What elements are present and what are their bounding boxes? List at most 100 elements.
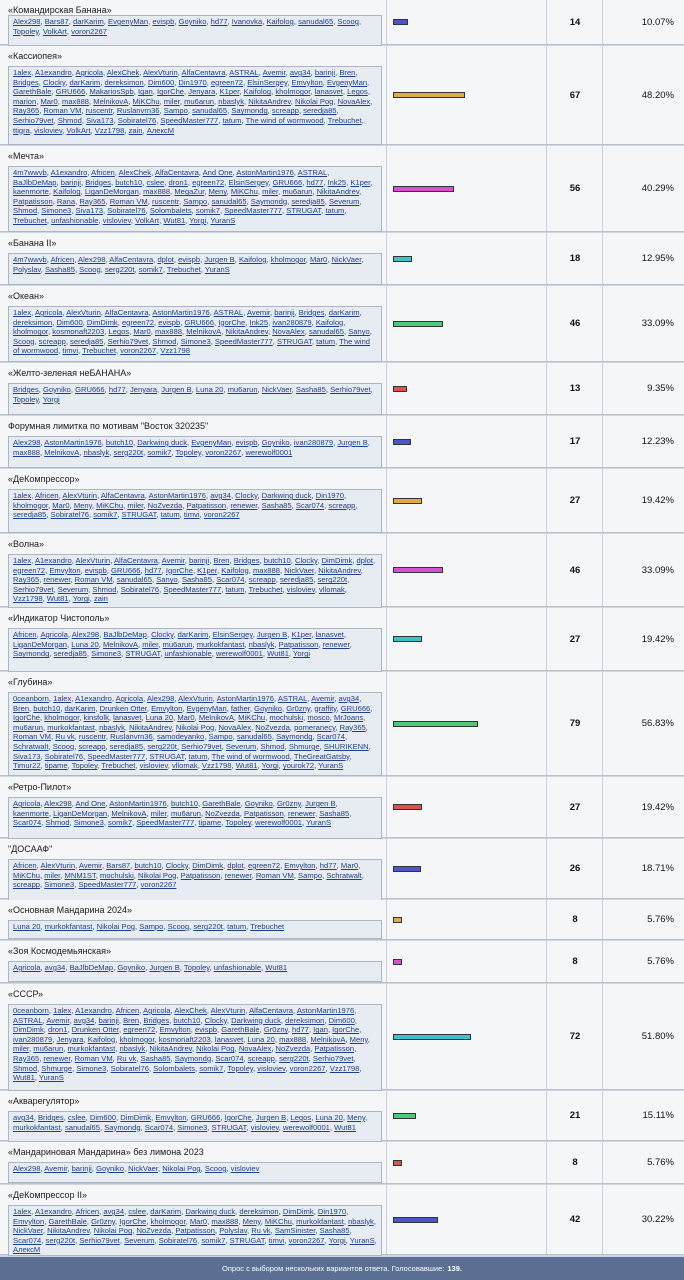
voter-link[interactable]: NikitaAndrev bbox=[318, 565, 361, 575]
voter-link[interactable]: unfashionable bbox=[213, 963, 262, 972]
voter-link[interactable]: Roman VM bbox=[74, 1053, 113, 1063]
voter-link[interactable]: ttigra bbox=[13, 125, 30, 135]
voter-link[interactable]: NikitaAndrev bbox=[225, 327, 268, 337]
voter-link[interactable]: Mar0 bbox=[340, 861, 359, 870]
voter-link[interactable]: Shmurge bbox=[41, 1063, 73, 1073]
voter-link[interactable]: Scar074 bbox=[13, 1235, 42, 1245]
voter-link[interactable]: Legos bbox=[347, 87, 368, 97]
voter-link[interactable]: АлексМ bbox=[13, 1245, 41, 1255]
voter-link[interactable]: SpeedMaster777 bbox=[78, 880, 137, 890]
voter-link[interactable]: AlfaCentavra bbox=[154, 168, 199, 177]
voter-link[interactable]: father bbox=[230, 703, 250, 713]
voter-link[interactable]: Schratwalt bbox=[13, 741, 49, 751]
voter-link[interactable]: cslee bbox=[67, 1113, 86, 1122]
voter-link[interactable]: egreen72 bbox=[123, 1025, 156, 1035]
voter-link[interactable]: VolkArt bbox=[42, 26, 67, 36]
voter-link[interactable]: Jenyara bbox=[188, 87, 216, 97]
voter-link[interactable]: IgorChe bbox=[332, 1025, 360, 1035]
voter-link[interactable]: Avemir bbox=[46, 1015, 70, 1025]
voter-link[interactable]: kholmogor bbox=[275, 87, 311, 97]
voter-link[interactable]: tatum bbox=[160, 510, 180, 520]
voter-link[interactable]: Serhio79vet bbox=[13, 584, 54, 594]
voter-link[interactable]: nbaslyk bbox=[119, 1044, 146, 1054]
voter-link[interactable]: And One bbox=[202, 168, 233, 177]
voter-link[interactable]: lanasvet bbox=[113, 713, 142, 723]
voter-link[interactable]: Serhio79vet bbox=[13, 115, 54, 125]
voter-link[interactable]: avg34 bbox=[13, 1113, 34, 1122]
voter-link[interactable]: visloviev bbox=[286, 584, 315, 594]
voter-link[interactable]: AlexChek bbox=[118, 168, 152, 177]
voter-link[interactable]: mochulski bbox=[100, 870, 134, 880]
voter-link[interactable]: Luna 20 bbox=[13, 922, 41, 931]
voter-link[interactable]: ElsinSergey bbox=[247, 77, 288, 87]
voter-link[interactable]: Saymondg bbox=[231, 106, 268, 116]
voter-link[interactable]: MiKChu bbox=[230, 187, 258, 197]
voter-link[interactable]: Vzz1798 bbox=[94, 125, 125, 135]
voter-link[interactable]: GRU666 bbox=[190, 1113, 221, 1122]
voter-link[interactable]: darKarim bbox=[72, 17, 104, 26]
voter-link[interactable]: Africen bbox=[34, 491, 59, 500]
voter-link[interactable]: Alex298 bbox=[13, 438, 41, 447]
voter-link[interactable]: NikitaAndrev bbox=[47, 1226, 90, 1236]
voter-link[interactable]: Dim600 bbox=[56, 317, 83, 327]
voter-link[interactable]: VolkArt bbox=[135, 215, 160, 225]
voter-link[interactable]: GRU666 bbox=[184, 317, 214, 327]
voter-link[interactable]: SpeedMaster777 bbox=[224, 206, 283, 216]
voter-link[interactable]: AlexVturin bbox=[40, 861, 76, 870]
voter-link[interactable]: voron2267 bbox=[120, 346, 157, 356]
voter-link[interactable]: egreen72 bbox=[210, 77, 244, 87]
voter-link[interactable]: butch10 bbox=[33, 703, 61, 713]
voter-link[interactable]: Emvylton bbox=[284, 861, 316, 870]
voter-link[interactable]: Patpatisson bbox=[175, 1226, 215, 1236]
voter-link[interactable]: darKarim bbox=[150, 1207, 182, 1216]
voter-link[interactable]: Ray365 bbox=[13, 106, 40, 116]
voter-link[interactable]: A1exandro bbox=[75, 694, 112, 703]
voter-link[interactable]: barinji bbox=[188, 556, 210, 565]
voter-link[interactable]: Scoog bbox=[13, 336, 35, 346]
voter-link[interactable]: Meny bbox=[349, 1034, 368, 1044]
voter-link[interactable]: evispb bbox=[84, 565, 107, 575]
voter-link[interactable]: SpeedMaster777 bbox=[136, 818, 195, 828]
voter-link[interactable]: NoZvezda bbox=[136, 1226, 172, 1236]
voter-link[interactable]: graffity bbox=[314, 703, 337, 713]
voter-link[interactable]: Patpatisson bbox=[13, 196, 53, 206]
voter-link[interactable]: AlfaCentavra bbox=[104, 308, 149, 317]
voter-link[interactable]: Saymondg bbox=[276, 732, 313, 742]
voter-link[interactable]: LiganDeMorgan bbox=[84, 187, 139, 197]
voter-link[interactable]: Sasha85 bbox=[319, 808, 350, 818]
voter-link[interactable]: Sanyo bbox=[156, 575, 178, 585]
voter-link[interactable]: kholmogor bbox=[150, 1216, 186, 1226]
voter-link[interactable]: A1exandro bbox=[50, 168, 88, 177]
voter-link[interactable]: Bren bbox=[123, 1015, 140, 1025]
voter-link[interactable]: DimDimk bbox=[120, 1113, 152, 1122]
voter-link[interactable]: Agricola bbox=[75, 68, 103, 77]
voter-link[interactable]: ASTRAL bbox=[297, 168, 328, 177]
voter-link[interactable]: somik7 bbox=[93, 510, 118, 520]
voter-link[interactable]: Ru vk bbox=[116, 1053, 137, 1063]
voter-link[interactable]: screapp bbox=[38, 336, 66, 346]
voter-link[interactable]: miler bbox=[150, 808, 167, 818]
voter-link[interactable]: Sobiratel76 bbox=[50, 510, 90, 520]
voter-link[interactable]: VolkArt bbox=[66, 125, 91, 135]
voter-link[interactable]: sanudal65 bbox=[64, 1122, 100, 1132]
voter-link[interactable]: Alex298 bbox=[78, 255, 106, 264]
voter-link[interactable]: voron2267 bbox=[71, 26, 108, 36]
voter-link[interactable]: visloviev bbox=[102, 215, 131, 225]
voter-link[interactable]: YuranS bbox=[210, 215, 236, 225]
voter-link[interactable]: Rana bbox=[56, 196, 76, 206]
voter-link[interactable]: ASTRAL bbox=[229, 68, 259, 77]
voter-link[interactable]: Din1970 bbox=[178, 77, 207, 87]
voter-link[interactable]: kholmogor bbox=[13, 327, 49, 337]
voter-link[interactable]: 0ceanborn bbox=[13, 1006, 49, 1015]
voter-link[interactable]: Topoley bbox=[13, 26, 39, 36]
voter-link[interactable]: K1per bbox=[197, 565, 218, 575]
voter-link[interactable]: Sampo bbox=[298, 870, 323, 880]
voter-link[interactable]: NickVaer bbox=[128, 1164, 158, 1173]
voter-link[interactable]: ElsinSergey bbox=[228, 177, 269, 187]
voter-link[interactable]: mu6arun bbox=[13, 722, 43, 732]
voter-link[interactable]: Simone3 bbox=[91, 649, 122, 659]
voter-link[interactable]: Darkwing duck bbox=[261, 491, 312, 500]
voter-link[interactable]: IgorChe bbox=[165, 565, 193, 575]
voter-link[interactable]: IgorChe bbox=[119, 1216, 147, 1226]
voter-link[interactable]: dereksimon bbox=[285, 1015, 325, 1025]
